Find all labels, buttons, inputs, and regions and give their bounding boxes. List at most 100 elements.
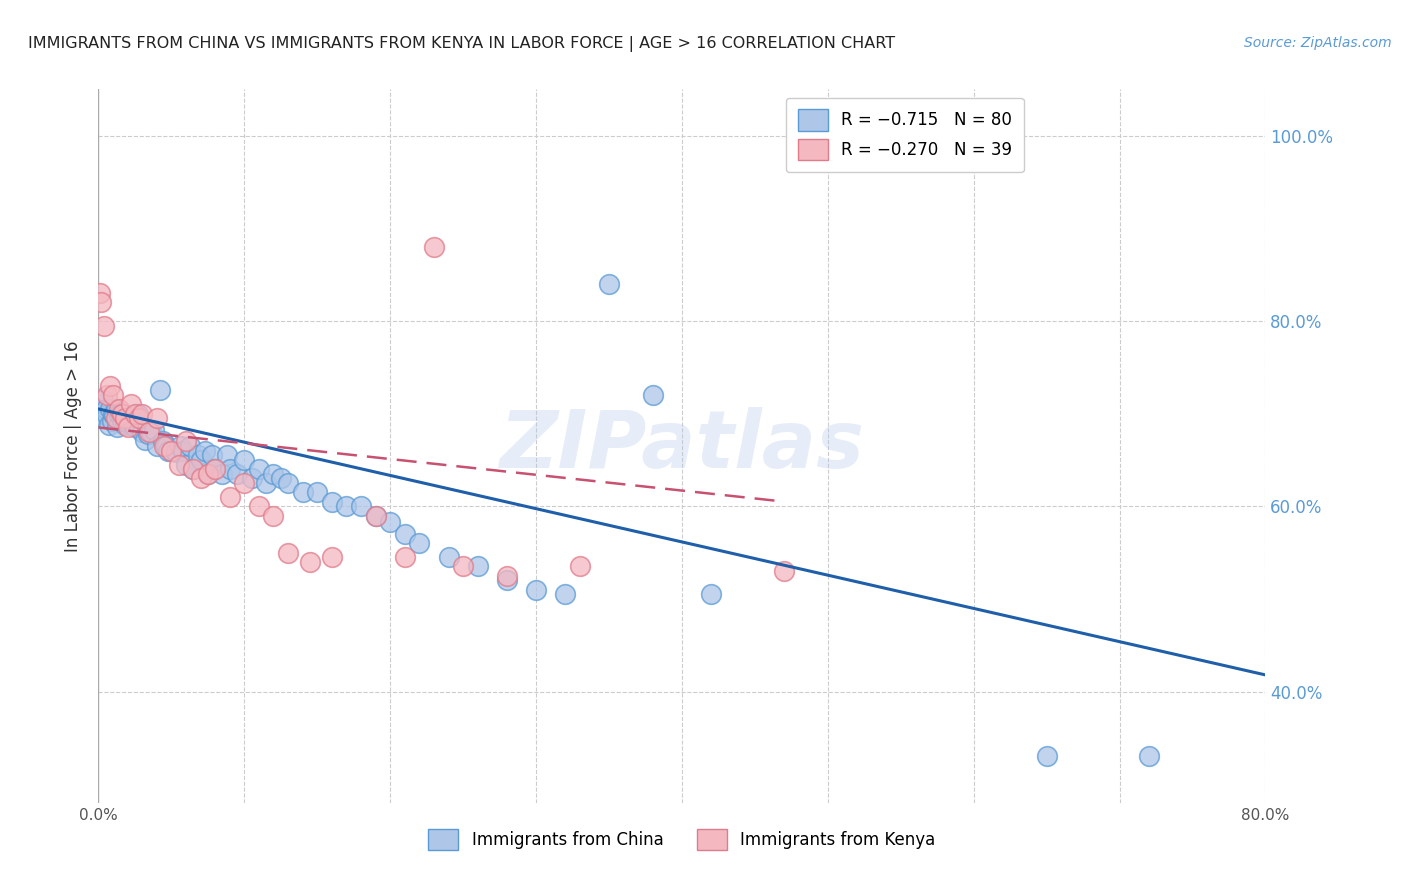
- Point: [524, 582, 547, 597]
- Point: [218, 462, 240, 476]
- Point: [277, 476, 299, 491]
- Point: [321, 550, 343, 565]
- Point: [114, 417, 136, 432]
- Point: [167, 458, 190, 472]
- Point: [1035, 749, 1057, 764]
- Point: [254, 476, 277, 491]
- Point: [98, 401, 121, 416]
- Point: [90, 407, 112, 421]
- Point: [120, 397, 142, 411]
- Point: [105, 420, 128, 434]
- Point: [108, 401, 131, 416]
- Point: [108, 407, 131, 421]
- Point: [89, 397, 111, 411]
- Point: [165, 445, 187, 459]
- Point: [131, 425, 153, 439]
- Point: [112, 407, 135, 421]
- Point: [142, 423, 165, 437]
- Point: [226, 467, 249, 481]
- Point: [568, 559, 591, 574]
- Point: [104, 411, 127, 425]
- Point: [169, 439, 191, 453]
- Point: [179, 439, 201, 453]
- Point: [408, 536, 430, 550]
- Point: [120, 411, 142, 425]
- Point: [138, 425, 160, 439]
- Point: [181, 462, 204, 476]
- Point: [146, 439, 169, 453]
- Point: [134, 433, 156, 447]
- Point: [233, 476, 256, 491]
- Point: [157, 443, 180, 458]
- Point: [181, 462, 204, 476]
- Point: [233, 453, 256, 467]
- Point: [270, 471, 292, 485]
- Point: [350, 500, 373, 514]
- Point: [307, 485, 329, 500]
- Point: [131, 407, 153, 421]
- Point: [423, 240, 446, 254]
- Point: [160, 443, 183, 458]
- Point: [380, 515, 402, 529]
- Point: [394, 550, 416, 565]
- Point: [215, 448, 238, 462]
- Point: [262, 467, 284, 481]
- Point: [96, 388, 118, 402]
- Point: [128, 420, 150, 434]
- Point: [101, 407, 124, 421]
- Point: [437, 550, 460, 565]
- Point: [1137, 749, 1160, 764]
- Point: [197, 467, 219, 481]
- Point: [321, 494, 343, 508]
- Point: [103, 409, 125, 423]
- Point: [197, 467, 219, 481]
- Point: [115, 411, 138, 425]
- Point: [117, 416, 139, 430]
- Point: [100, 414, 122, 428]
- Point: [190, 453, 212, 467]
- Point: [190, 471, 212, 485]
- Point: [194, 443, 217, 458]
- Point: [247, 462, 270, 476]
- Text: Source: ZipAtlas.com: Source: ZipAtlas.com: [1244, 36, 1392, 50]
- Point: [114, 411, 136, 425]
- Point: [496, 574, 519, 588]
- Point: [204, 462, 226, 476]
- Point: [201, 448, 224, 462]
- Point: [467, 559, 489, 574]
- Point: [174, 434, 197, 449]
- Point: [298, 555, 321, 569]
- Point: [496, 568, 519, 582]
- Point: [101, 388, 124, 402]
- Point: [89, 286, 111, 301]
- Point: [773, 564, 796, 578]
- Point: [277, 545, 299, 559]
- Point: [146, 411, 169, 425]
- Text: ZIPatlas: ZIPatlas: [499, 407, 865, 485]
- Point: [700, 587, 723, 601]
- Point: [160, 443, 183, 458]
- Point: [149, 384, 172, 398]
- Point: [451, 559, 474, 574]
- Point: [187, 448, 209, 462]
- Point: [93, 318, 115, 333]
- Point: [110, 409, 132, 423]
- Point: [94, 401, 117, 416]
- Point: [124, 420, 146, 434]
- Point: [641, 388, 664, 402]
- Point: [155, 439, 177, 453]
- Point: [128, 411, 150, 425]
- Point: [394, 527, 416, 541]
- Point: [174, 458, 197, 472]
- Point: [262, 508, 284, 523]
- Point: [218, 490, 240, 504]
- Point: [91, 392, 114, 407]
- Point: [335, 500, 357, 514]
- Point: [97, 417, 120, 432]
- Point: [152, 434, 174, 449]
- Point: [111, 407, 134, 421]
- Point: [153, 439, 176, 453]
- Point: [96, 409, 118, 423]
- Point: [127, 407, 149, 421]
- Point: [240, 471, 263, 485]
